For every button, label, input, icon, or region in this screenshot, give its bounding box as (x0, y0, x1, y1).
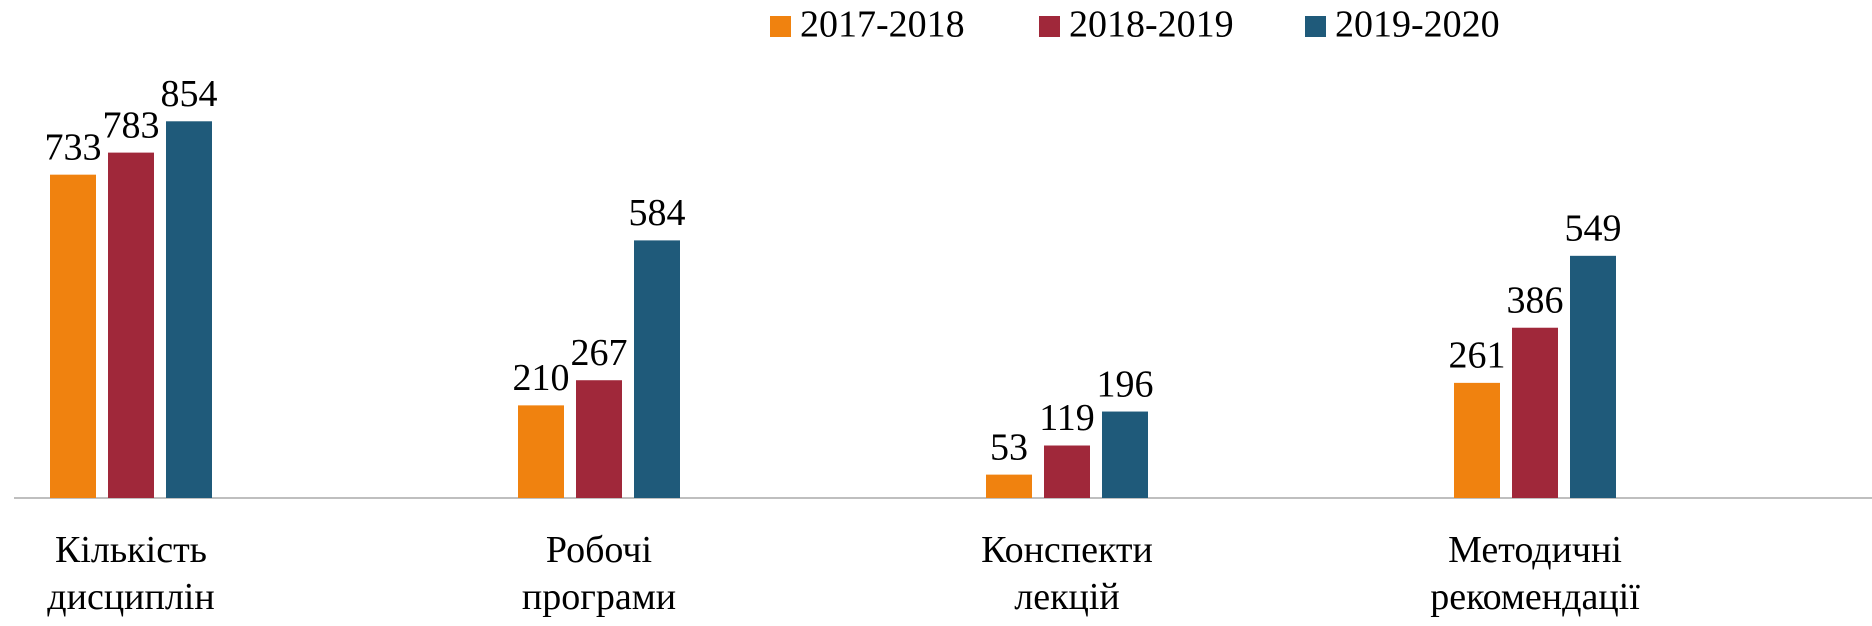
data-label: 783 (103, 104, 160, 146)
x-tick-label: Методичні рекомендації (1430, 529, 1640, 618)
data-label: 733 (45, 126, 102, 168)
legend-swatch (1039, 16, 1060, 37)
bar (1570, 255, 1616, 498)
x-tick-label: Конспекти лекцій (981, 529, 1153, 618)
bar (986, 474, 1032, 498)
data-label: 267 (571, 332, 628, 374)
legend-swatch (1305, 16, 1326, 37)
legend-swatch (770, 16, 791, 37)
data-label: 854 (161, 73, 218, 115)
bar (576, 380, 622, 498)
legend-label: 2019-2020 (1335, 4, 1500, 46)
data-label: 119 (1039, 397, 1095, 439)
bar (1512, 327, 1558, 498)
data-label: 210 (513, 357, 570, 399)
bar (1454, 382, 1500, 498)
data-label: 196 (1097, 363, 1154, 405)
legend-label: 2017-2018 (800, 4, 965, 46)
data-label: 584 (629, 192, 686, 234)
bar (50, 174, 96, 498)
bar (108, 152, 154, 499)
bar (1044, 445, 1090, 498)
data-label: 549 (1565, 208, 1622, 250)
bar (518, 405, 564, 498)
data-label: 53 (990, 426, 1028, 468)
data-label: 261 (1449, 335, 1506, 377)
x-tick-label: Кількість дисциплін (47, 529, 214, 618)
bar (166, 121, 212, 499)
x-tick-label: Робочі програми (522, 529, 676, 618)
bar (634, 240, 680, 498)
legend-label: 2018-2019 (1069, 4, 1234, 46)
bar (1102, 411, 1148, 498)
data-label: 386 (1507, 279, 1564, 321)
